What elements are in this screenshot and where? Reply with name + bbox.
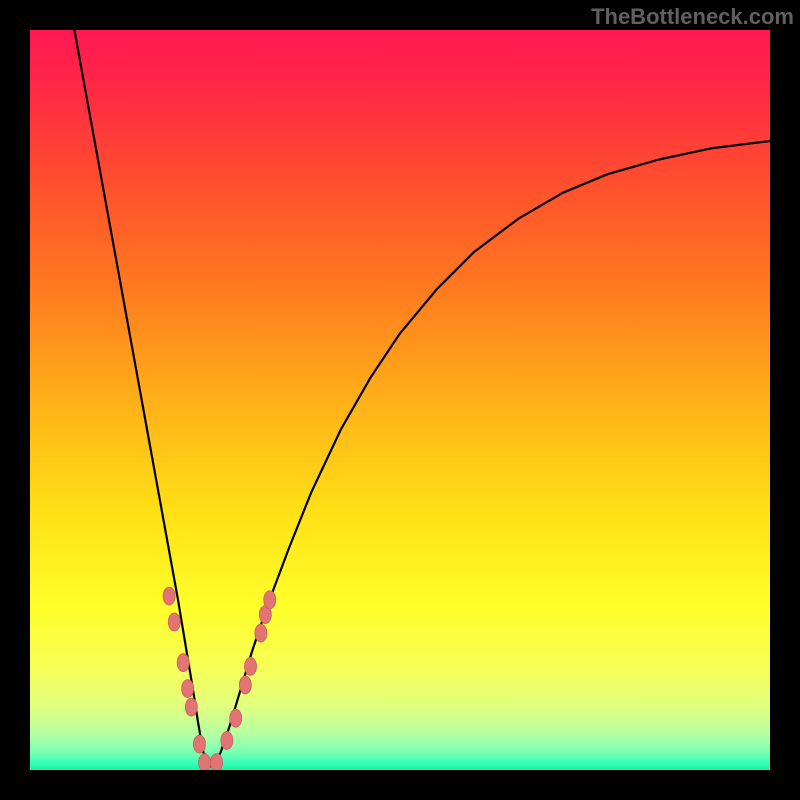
curve-marker — [210, 754, 222, 770]
curve-marker — [193, 735, 205, 753]
curve-marker — [168, 613, 180, 631]
curve-marker — [177, 654, 189, 672]
chart-overlay — [30, 30, 770, 770]
watermark-label: TheBottleneck.com — [591, 4, 794, 30]
curve-marker — [230, 709, 242, 727]
curve-marker — [182, 680, 194, 698]
curve-marker — [255, 624, 267, 642]
bottleneck-curve — [74, 30, 770, 766]
curve-marker — [221, 731, 233, 749]
curve-marker — [185, 698, 197, 716]
curve-marker — [163, 587, 175, 605]
plot-area — [30, 30, 770, 770]
bottleneck-chart: TheBottleneck.com — [0, 0, 800, 800]
curve-marker — [245, 657, 257, 675]
curve-marker — [264, 591, 276, 609]
curve-marker — [199, 754, 211, 770]
curve-marker — [239, 676, 251, 694]
